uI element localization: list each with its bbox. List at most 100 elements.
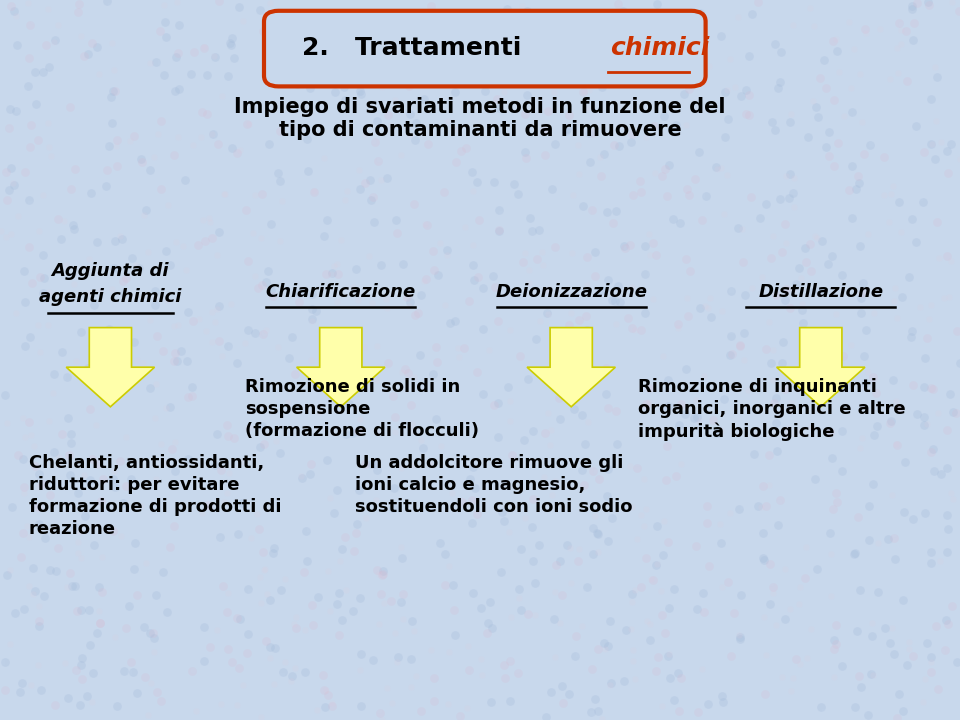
Point [205,127,221,139]
Point [55,346,70,357]
Point [352,413,368,425]
Point [516,588,531,600]
Point [620,553,636,564]
Point [873,611,888,622]
Point [583,24,598,36]
Point [432,241,447,253]
Point [852,68,868,80]
Point [510,667,525,679]
Point [940,251,955,262]
Point [162,259,178,271]
Point [918,215,933,226]
Point [546,248,562,259]
Point [294,470,309,482]
Point [473,239,489,251]
Polygon shape [777,328,865,407]
Point [768,60,783,72]
Point [0,230,15,242]
Point [537,149,552,161]
Point [337,194,352,206]
Point [575,86,590,97]
Point [704,455,719,467]
Point [928,620,944,631]
Point [842,370,857,382]
Point [894,292,909,303]
Point [517,146,533,158]
Point [764,68,780,79]
Point [484,623,499,634]
Point [488,425,503,436]
Point [225,478,240,490]
Point [167,85,182,96]
Point [433,21,448,32]
Point [939,614,954,626]
Point [150,128,165,140]
Point [519,5,535,17]
Point [724,285,739,297]
Point [917,508,932,519]
Point [527,577,542,588]
Point [287,368,302,379]
Point [120,352,135,364]
Point [701,302,716,314]
Point [356,51,372,63]
Point [105,117,120,129]
Point [314,118,329,130]
Point [767,39,782,50]
Point [654,609,669,621]
Point [560,539,575,551]
Point [16,482,32,493]
Point [853,292,869,304]
Point [134,156,150,168]
Point [497,672,513,684]
Point [625,190,640,202]
Point [241,423,256,434]
Point [433,701,448,712]
Point [567,428,583,439]
Point [404,418,420,430]
Point [514,543,529,554]
Point [774,357,789,369]
Point [920,637,935,649]
Point [634,582,649,593]
Point [689,411,705,423]
Point [702,60,717,72]
Point [210,625,226,636]
Point [406,534,421,546]
Point [672,217,687,229]
Point [289,384,304,395]
Point [324,697,340,708]
Point [41,111,57,122]
Point [548,559,564,571]
Point [311,407,326,418]
Point [187,83,203,94]
Point [687,174,703,185]
Point [237,338,252,349]
Point [465,494,480,505]
Point [316,294,331,306]
Point [562,516,577,527]
Point [152,576,167,588]
Text: agenti chimici: agenti chimici [39,288,181,307]
Point [60,692,76,703]
Point [197,235,212,247]
Point [257,0,273,7]
Text: tipo di contaminanti da rimuovere: tipo di contaminanti da rimuovere [278,120,682,140]
Point [865,194,880,205]
Point [372,704,387,716]
Point [157,17,173,28]
Point [857,378,873,390]
Point [36,533,52,544]
Point [648,167,663,179]
Point [434,601,449,613]
Point [320,215,335,226]
Point [753,212,768,224]
Point [666,12,682,23]
Point [263,284,278,296]
Point [442,560,457,572]
Point [300,133,315,145]
Point [836,241,852,253]
Point [409,166,424,177]
Point [855,549,871,561]
Point [35,361,50,372]
